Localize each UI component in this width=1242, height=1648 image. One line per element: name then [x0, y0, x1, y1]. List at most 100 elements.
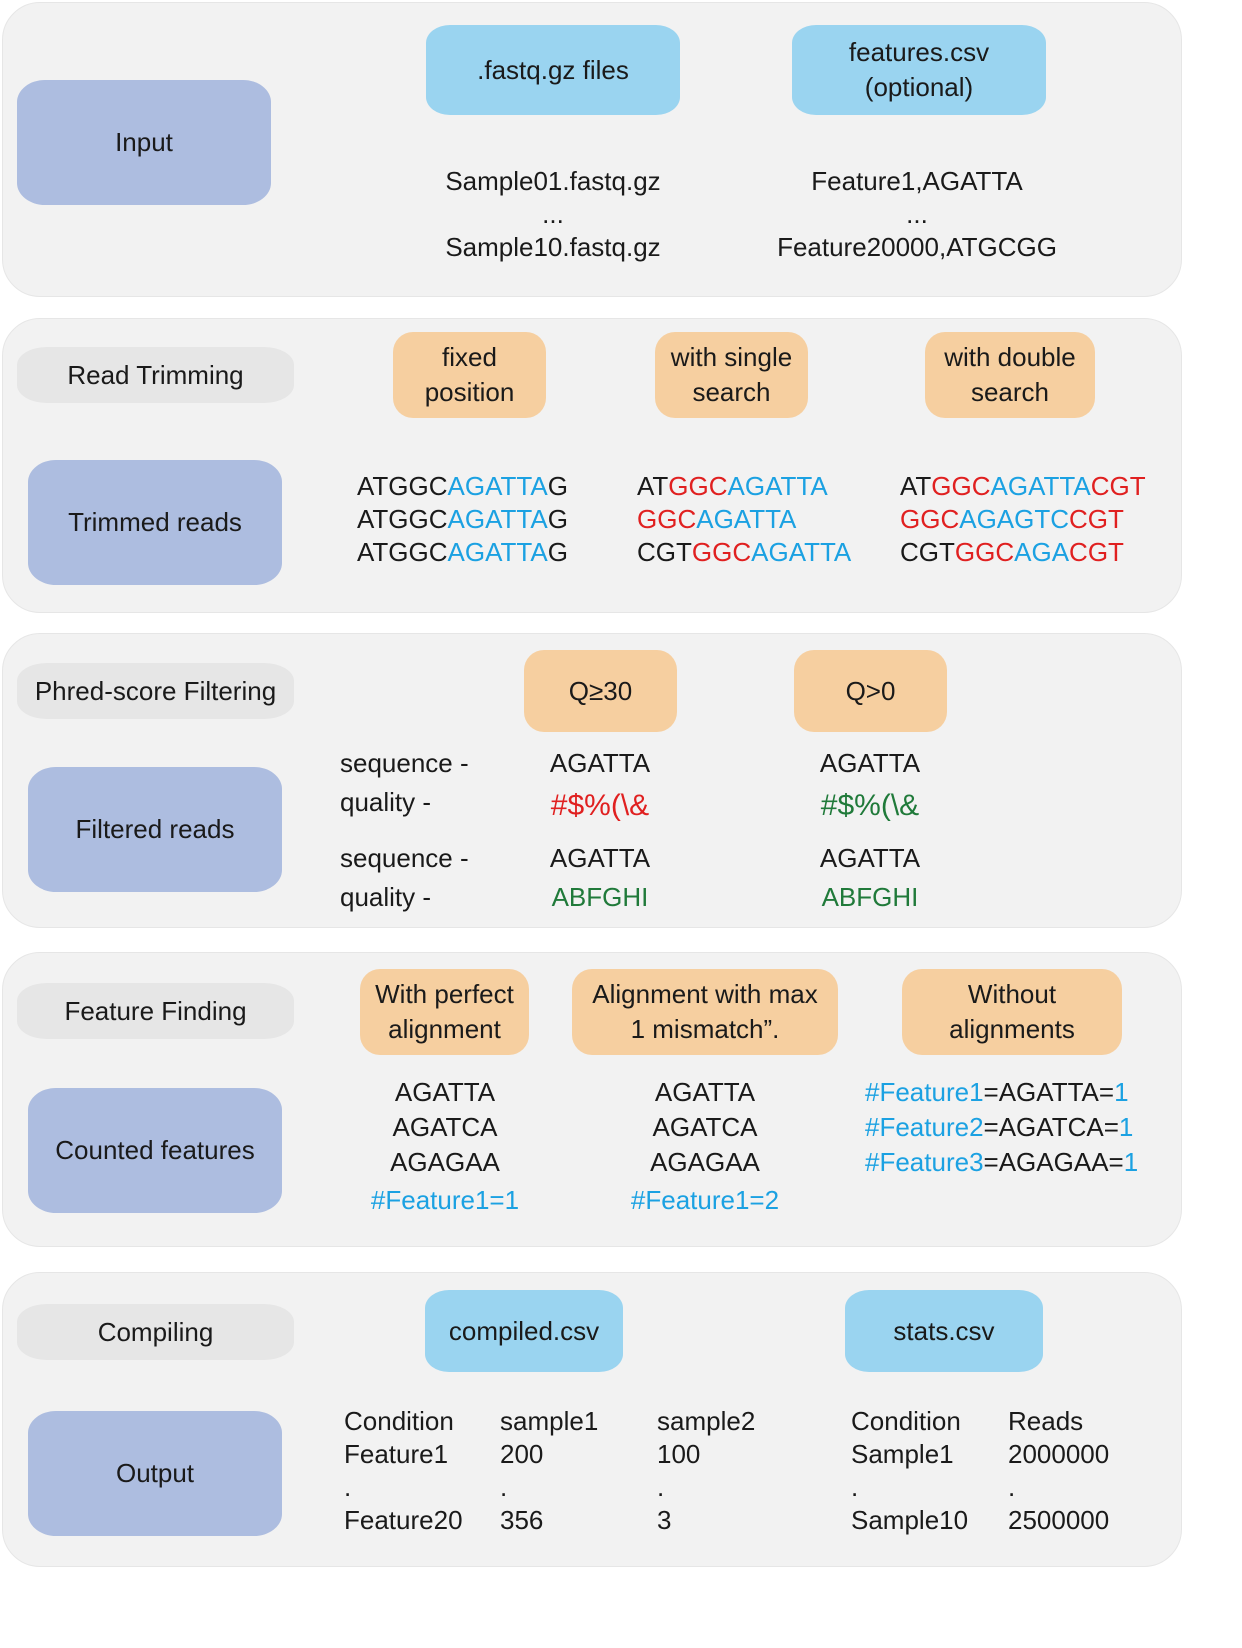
read-segment: AGATTA: [447, 537, 548, 567]
read-segment: CGT: [637, 537, 692, 567]
find-method-line: 1 mismatch”.: [630, 1014, 780, 1044]
fastq-files-box: .fastq.gz files: [426, 25, 680, 115]
table-cell: sample2: [657, 1406, 756, 1436]
read-segment: G: [547, 471, 568, 501]
feature-count: 1: [1118, 1112, 1134, 1142]
fixed-trimmed-reads: ATGGCAGATTAG ATGGCAGATTAG ATGGCAGATTAG: [357, 470, 568, 569]
read-segment: G: [547, 504, 568, 534]
table-cell: 200: [500, 1439, 544, 1469]
threshold-q0: Q>0: [794, 650, 947, 732]
find-method-line: Without: [967, 979, 1057, 1009]
feature-finding-label: Feature Finding: [64, 995, 247, 1026]
sample-file-ellipsis: ...: [542, 199, 564, 229]
quality-label: quality -: [340, 882, 432, 912]
counted-features-label: Counted features: [55, 1135, 255, 1165]
table-cell: Feature1: [344, 1439, 449, 1469]
read-segment: AGAGTC: [959, 504, 1070, 534]
table-cell: .: [1008, 1472, 1016, 1502]
table-cell: 100: [657, 1439, 701, 1469]
mismatch-count: #Feature1=2: [630, 1185, 780, 1215]
table-cell: Sample10: [851, 1505, 969, 1535]
seq-entry: AGATTA: [394, 1077, 496, 1107]
read-trimming-step: Read Trimming: [17, 347, 294, 403]
read-segment: AGATTA: [990, 471, 1091, 501]
read-segment: CGT: [900, 537, 955, 567]
perfect-count: #Feature1=1: [370, 1185, 520, 1215]
compiled-table: Condition sample1 sample2 Feature1 200 100...…: [344, 1405, 804, 1537]
seq-entry: AGATCA: [652, 1112, 758, 1142]
noalign-entry: #Feature3=AGAGAA=1: [865, 1145, 1138, 1180]
table-cell: .: [500, 1472, 508, 1502]
table-cell: Condition: [851, 1406, 961, 1436]
find-method-line: With perfect: [375, 979, 514, 1009]
table-cell: .: [344, 1472, 352, 1502]
threshold-label: Q>0: [845, 675, 896, 706]
read1-qual-q30: #$%(\&: [550, 789, 650, 822]
read-line: ATGGCAGATTA: [637, 470, 851, 503]
read-segment: GGC: [691, 537, 752, 567]
read-segment: CGT: [1069, 504, 1124, 534]
table-row: Feature1 200 100: [344, 1438, 804, 1471]
read-line: ATGGCAGATTAG: [357, 503, 568, 536]
read-segment: GGC: [668, 471, 728, 501]
feature-name: #Feature3: [865, 1147, 984, 1177]
features-csv-label: features.csv: [848, 37, 990, 67]
double-trimmed-reads: ATGGCAGATTACGT GGCAGAGTCCGT CGTGGCAGACGT: [900, 470, 1146, 569]
read-line: ATGGCAGATTAG: [357, 470, 568, 503]
threshold-label: Q≥30: [568, 675, 633, 706]
table-row: ...: [344, 1471, 804, 1504]
table-cell: 3: [657, 1505, 672, 1535]
filtered-reads-step: Filtered reads: [28, 767, 282, 892]
read-segment: ATGGC: [357, 504, 448, 534]
table-row: Condition Reads: [851, 1405, 1151, 1438]
table-cell: Reads: [1008, 1406, 1084, 1436]
feature-name: #Feature2: [865, 1112, 984, 1142]
find-method-line: alignments: [949, 1014, 1075, 1044]
perfect-seq-list: AGATTA AGATCA AGAGAA: [345, 1075, 545, 1180]
stats-csv-label: stats.csv: [893, 1315, 995, 1346]
read1-qual-q0: #$%(\&: [820, 789, 920, 822]
find-method-line: Alignment with max: [592, 979, 818, 1009]
read2-qual-q0: ABFGHI: [821, 882, 919, 912]
features-csv-optional: (optional): [864, 72, 974, 102]
output-step: Output: [28, 1411, 282, 1536]
trim-method-line: search: [692, 377, 771, 407]
trim-method-line: with double: [944, 342, 1076, 372]
compiling-label: Compiling: [97, 1316, 214, 1347]
noalign-list: #Feature1=AGATTA=1 #Feature2=AGATCA=1 #F…: [865, 1075, 1138, 1180]
trim-method-line: fixed: [442, 342, 497, 372]
table-cell: 2500000: [1008, 1505, 1110, 1535]
read-segment: CGT: [1069, 537, 1124, 567]
fastq-files-label: .fastq.gz files: [477, 54, 629, 85]
trimmed-reads-step: Trimmed reads: [28, 460, 282, 585]
read1-seq-q30: AGATTA: [549, 748, 651, 778]
trimmed-reads-label: Trimmed reads: [68, 507, 242, 537]
sample-file: Sample10.fastq.gz: [445, 232, 661, 262]
seq-entry: AGAGAA: [390, 1147, 500, 1177]
read-segment: ATGGC: [357, 537, 448, 567]
filtered-reads-label: Filtered reads: [75, 814, 235, 844]
read2-seq-q30: AGATTA: [549, 843, 651, 873]
read-segment: AGATTA: [696, 504, 797, 534]
compiling-step: Compiling: [17, 1304, 294, 1360]
features-csv-box: features.csv (optional): [792, 25, 1046, 115]
feature-count: 1: [1123, 1147, 1139, 1177]
stats-csv-box: stats.csv: [845, 1290, 1043, 1372]
seq-entry: AGAGAA: [650, 1147, 760, 1177]
table-row: Feature20 356 3: [344, 1504, 804, 1537]
table-row: Sample1 2000000: [851, 1438, 1151, 1471]
feature-seq: =AGATTA=: [983, 1077, 1115, 1107]
table-cell: Sample1: [851, 1439, 954, 1469]
feature-finding-step: Feature Finding: [17, 983, 294, 1039]
feature-count: 1: [1114, 1077, 1129, 1107]
read-line: ATGGCAGATTACGT: [900, 470, 1146, 503]
table-row: Sample10 2500000: [851, 1504, 1151, 1537]
sequence-label: sequence -: [340, 843, 469, 873]
quality-label: quality -: [340, 787, 432, 817]
read-line: CGTGGCAGATTA: [637, 536, 851, 569]
noalign-entry: #Feature1=AGATTA=1: [865, 1075, 1138, 1110]
feature-seq: =AGATCA=: [983, 1112, 1119, 1142]
feature-entry: Feature1,AGATTA: [811, 166, 1023, 196]
read-segment: AGA: [1014, 537, 1070, 567]
read-trimming-label: Read Trimming: [67, 359, 244, 390]
